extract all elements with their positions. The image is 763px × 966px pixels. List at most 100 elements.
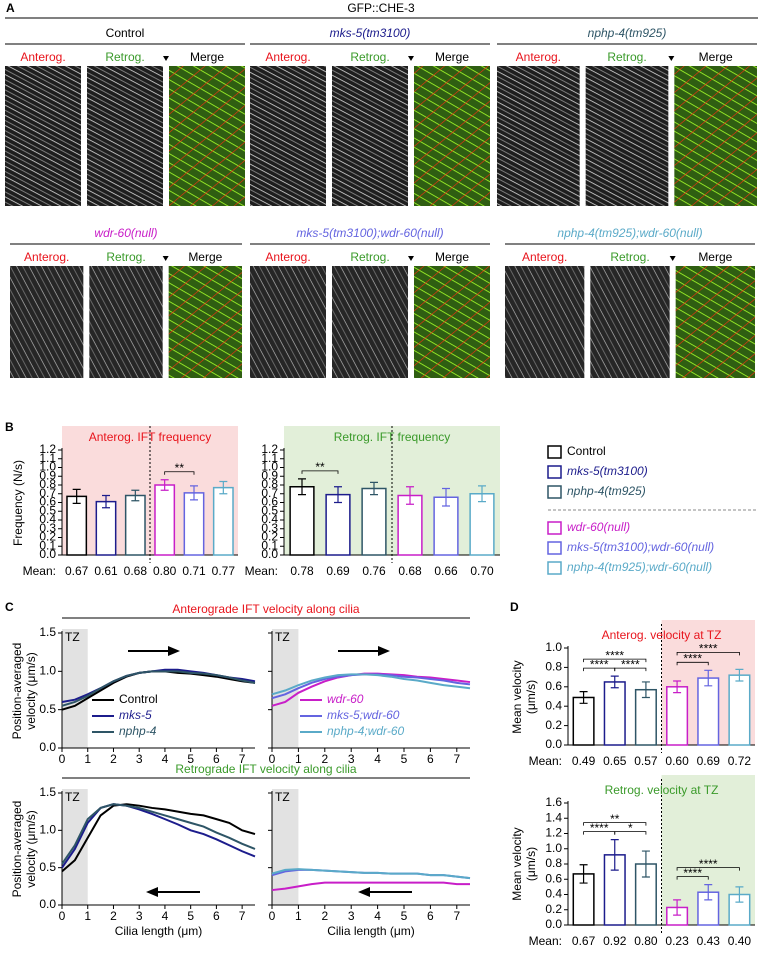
bar — [95, 500, 117, 556]
kymograph-overlay — [675, 266, 755, 378]
legend-swatch — [547, 485, 562, 499]
error-bar — [298, 478, 306, 496]
channel-label: Retrog. — [105, 50, 144, 64]
error-bar — [673, 680, 682, 694]
y-tick-label: 0.0 — [545, 917, 562, 931]
channel-label: Merge — [190, 50, 224, 64]
x-tick-label: 2 — [110, 752, 117, 766]
panel-label: A — [6, 1, 15, 15]
significance-label: **** — [621, 657, 640, 671]
mean-value: 0.65 — [603, 754, 627, 768]
legend-label: mks-5;wdr-60 — [327, 708, 400, 722]
y-tick-label: 0.1 — [39, 538, 56, 552]
mean-label: Mean: — [23, 564, 56, 578]
mean-value: 0.61 — [94, 564, 118, 578]
error-bar — [641, 850, 650, 878]
error-bar — [442, 487, 450, 507]
mean-value: 0.68 — [398, 564, 422, 578]
x-tick-label: 6 — [427, 752, 434, 766]
mean-value: 0.80 — [634, 934, 658, 948]
significance-bracket — [164, 471, 195, 475]
kymograph-overlay — [414, 66, 490, 206]
y-tick-label: 0.3 — [261, 521, 278, 535]
y-tick-label: 0.2 — [261, 530, 278, 544]
legend-label: Control — [567, 444, 606, 458]
legend-label: Control — [119, 692, 158, 706]
significance-label: ** — [175, 461, 185, 475]
bar — [124, 494, 146, 556]
y-tick-label: 0.0 — [39, 897, 56, 911]
error-bar — [704, 669, 713, 687]
y-tick-label: 0.4 — [39, 512, 56, 526]
y-tick-label: 0.6 — [39, 495, 56, 509]
direction-arrow — [128, 646, 180, 656]
error-bar — [735, 886, 744, 903]
y-tick-label: 1.5 — [39, 625, 56, 639]
channel-label: Retrog. — [610, 250, 649, 264]
kymograph-overlay — [169, 66, 245, 206]
mean-value: 0.70 — [470, 564, 494, 578]
x-tick-label: 0 — [269, 752, 276, 766]
y-tick-label: 0.7 — [39, 486, 56, 500]
legend-label: nphp-4;wdr-60 — [327, 724, 404, 738]
legend-swatch — [547, 445, 562, 459]
y-tick-label: 1.2 — [261, 442, 278, 456]
mean-value: 0.69 — [697, 754, 721, 768]
tz-region — [272, 629, 299, 748]
y-axis-label: Frequency (N/s) — [11, 459, 25, 546]
y-tick-label: 0.5 — [261, 503, 278, 517]
chart-title: Retrograde IFT velocity along cilia — [175, 762, 357, 776]
y-tick-label: 1.0 — [39, 664, 56, 678]
y-tick-label: 0.6 — [261, 495, 278, 509]
error-bar — [735, 668, 744, 682]
kymograph — [5, 66, 81, 206]
chart-title: Anterog. velocity at TZ — [602, 628, 722, 642]
channel-label: Anterog. — [265, 250, 310, 264]
series-line — [271, 672, 471, 707]
significance-bracket — [614, 831, 647, 835]
x-tick-label: 6 — [213, 909, 220, 923]
legend-label: nphp-4(tm925) — [567, 484, 646, 498]
mean-label: Mean: — [245, 564, 278, 578]
significance-bracket — [676, 876, 709, 880]
mean-label: Mean: — [529, 934, 562, 948]
kymograph — [332, 266, 408, 378]
legend-label: wdr-60 — [327, 692, 364, 706]
channel-label: Merge — [698, 250, 732, 264]
y-tick-label: 0.7 — [261, 486, 278, 500]
chart-title: Retrog. velocity at TZ — [605, 783, 719, 797]
significance-bracket — [301, 470, 339, 474]
mean-value: 0.67 — [572, 934, 596, 948]
significance-label: ** — [610, 812, 620, 826]
y-tick-label: 0.4 — [545, 698, 562, 712]
kymograph-overlay — [674, 66, 757, 206]
channel-label: Merge — [699, 50, 733, 64]
x-tick-label: 7 — [453, 909, 460, 923]
mean-value: 0.78 — [290, 564, 314, 578]
y-tick-label: 0.0 — [39, 547, 56, 561]
significance-bracket — [614, 667, 647, 672]
x-tick-label: 0 — [59, 752, 66, 766]
mean-value: 0.43 — [697, 934, 721, 948]
y-tick-label: 0.9 — [261, 468, 278, 482]
legend-swatch — [547, 561, 562, 575]
mean-value: 0.60 — [665, 754, 689, 768]
x-tick-label: 2 — [321, 752, 328, 766]
direction-arrow — [146, 887, 200, 897]
x-tick-label: 4 — [374, 752, 381, 766]
kymograph — [89, 266, 163, 378]
channel-label: Retrog. — [106, 250, 145, 264]
y-tick-label: 0.5 — [39, 503, 56, 517]
kymograph-overlay — [414, 266, 490, 378]
y-tick-label: 1.0 — [545, 841, 562, 855]
error-bar — [478, 485, 486, 503]
panel-label: B — [5, 420, 14, 434]
x-tick-label: 5 — [401, 752, 408, 766]
legend-label: mks-5(tm3100);wdr-60(null) — [567, 540, 714, 554]
bar — [289, 486, 315, 556]
mean-value: 0.69 — [326, 564, 350, 578]
tz-region — [272, 789, 299, 905]
y-tick-label: 1.0 — [261, 460, 278, 474]
mean-value: 0.66 — [434, 564, 458, 578]
tz-label: TZ — [65, 790, 80, 804]
